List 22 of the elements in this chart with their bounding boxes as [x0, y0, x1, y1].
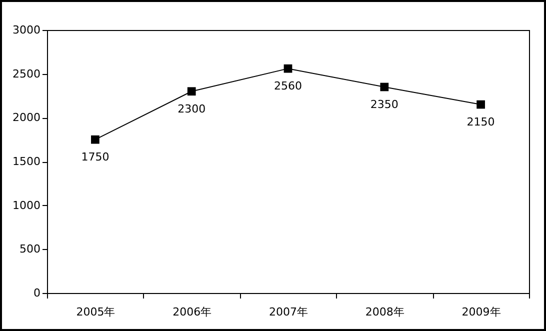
point — [91, 135, 100, 144]
data-label: 2300 — [178, 102, 206, 116]
x-tick-label: 2007年 — [269, 306, 308, 318]
y-tick-label: 2500 — [12, 67, 40, 80]
point — [284, 64, 292, 73]
x-tick-label: 2005年 — [76, 306, 116, 318]
data-label: 1750 — [81, 150, 110, 164]
y-tick-label: 1000 — [12, 198, 40, 212]
point — [380, 82, 389, 92]
y-tick-label: 2000 — [12, 111, 40, 124]
y-tick-label: 0 — [34, 286, 40, 300]
x-tick-label: 2006年 — [172, 306, 212, 318]
data-label: 2560 — [274, 80, 302, 93]
point — [187, 87, 196, 96]
x-tick-label: 2009年 — [462, 306, 501, 318]
x-tick-label: 2008年 — [365, 306, 404, 318]
point — [476, 100, 485, 109]
y-tick-label: 3000 — [12, 24, 40, 36]
y-tick-label: 500 — [20, 242, 40, 256]
data-label: 2350 — [370, 98, 398, 111]
y-tick-label: 1500 — [12, 155, 40, 168]
data-label: 2150 — [466, 116, 495, 129]
